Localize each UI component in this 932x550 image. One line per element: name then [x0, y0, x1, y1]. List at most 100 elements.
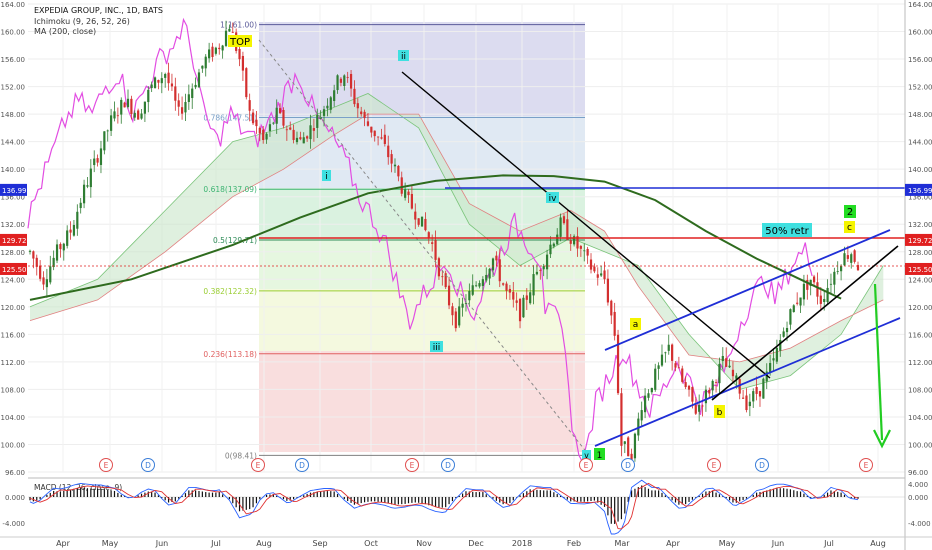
indicator-ma[interactable]: MA (200, close): [34, 27, 97, 36]
candle-body: [174, 86, 177, 101]
indicator-ichimoku[interactable]: Ichimoku (9, 26, 52, 26): [34, 16, 130, 26]
dividend-marker[interactable]: [755, 458, 769, 472]
earnings-marker[interactable]: [707, 458, 721, 472]
dividend-marker[interactable]: [441, 458, 455, 472]
candle-body: [573, 236, 576, 245]
candle-body: [471, 285, 474, 295]
label-c: c: [844, 221, 855, 233]
candle-body: [231, 31, 234, 33]
earnings-marker[interactable]: [251, 458, 265, 472]
candle-body: [393, 164, 397, 167]
svg-text:iii: iii: [433, 343, 441, 353]
candle-body: [657, 365, 660, 369]
candle-body: [488, 268, 491, 279]
x-tick-label: May: [102, 539, 119, 548]
candle-body: [143, 101, 147, 114]
candle-body: [417, 218, 420, 225]
candle-body: [346, 76, 349, 78]
candle-body: [160, 78, 163, 84]
candle-body: [360, 111, 363, 115]
candle-body: [498, 259, 501, 282]
dividend-marker[interactable]: [141, 458, 155, 472]
earnings-marker[interactable]: [859, 458, 873, 472]
candle-body: [191, 88, 194, 99]
candle-body: [806, 280, 809, 290]
symbol-title[interactable]: EXPEDIA GROUP, INC., 1D, BATS: [34, 6, 163, 15]
candle-body: [167, 72, 170, 84]
dividend-marker[interactable]: [621, 458, 635, 472]
price-axis[interactable]: 164.00 160.00 156.00 152.00 148.00 144.00 140.…: [904, 0, 932, 550]
candle-body: [721, 355, 724, 362]
candle-body: [333, 90, 336, 101]
candle-body: [630, 453, 633, 462]
fib-label: 0.236(113.18): [203, 350, 257, 359]
candle-body: [130, 98, 133, 115]
candle-body: [674, 363, 677, 368]
price-tag-left: [0, 233, 27, 246]
candle-body: [745, 395, 748, 411]
y-tick-label-left: 120.00: [1, 304, 26, 312]
candle-body: [755, 387, 758, 394]
candle-body: [265, 133, 268, 140]
candle-body: [502, 283, 505, 285]
candle-body: [454, 311, 457, 329]
y-tick-label-left: 124.00: [1, 276, 26, 284]
candle-body: [272, 122, 275, 124]
y-tick-label: 160.00: [908, 29, 932, 37]
candle-body: [687, 385, 691, 390]
candle-body: [194, 84, 197, 88]
candle-body: [28, 250, 32, 252]
candle-body: [326, 105, 329, 109]
candle-body: [802, 283, 806, 300]
candle-body: [353, 88, 356, 105]
candle-body: [725, 358, 728, 367]
span-a: [29, 93, 884, 390]
macd-title[interactable]: MACD (12, 26, close, 9): [34, 483, 122, 492]
y-tick-label-left: 156.00: [1, 56, 26, 64]
y-tick-label-left: 128.00: [1, 249, 26, 257]
x-tick-label: Aug: [870, 539, 886, 548]
macd-y-tick-left: -4.000: [2, 520, 25, 528]
candle-body: [49, 266, 52, 283]
candle-body: [458, 306, 461, 326]
label-i: i: [322, 170, 331, 182]
event-marker-label: E: [712, 461, 717, 470]
candle-body: [248, 100, 251, 111]
candle-body: [843, 253, 846, 266]
fib-label: 0(98.41): [225, 451, 257, 460]
candle-body: [552, 243, 555, 247]
svg-text:b: b: [717, 408, 723, 418]
label-1: 1: [594, 448, 605, 461]
uptrend-line: [711, 245, 899, 401]
y-tick-label: 108.00: [908, 386, 932, 394]
y-tick-label: 100.00: [908, 441, 932, 449]
candle-body: [559, 217, 562, 237]
candle-body: [691, 386, 694, 402]
candle-body: [468, 291, 471, 301]
candle-body: [586, 248, 589, 256]
y-tick-label: 132.00: [908, 221, 932, 229]
event-marker-label: D: [299, 461, 305, 470]
candle-body: [184, 101, 187, 113]
y-tick-label-left: 136.00: [1, 194, 26, 202]
candle-body: [789, 309, 792, 325]
y-tick-label: 136.00: [908, 194, 932, 202]
event-marker-label: D: [145, 461, 151, 470]
time-axis[interactable]: Apr May Jun Jul Aug Sep Oct Nov Dec 2018 Feb Mar Apr…: [0, 536, 932, 548]
candle-body: [762, 378, 765, 399]
signal-line: [29, 482, 859, 530]
candle-body: [431, 242, 434, 244]
candle-body: [478, 283, 481, 287]
candle-body: [76, 211, 79, 229]
candle-body: [390, 154, 393, 164]
x-tick-label: Apr: [666, 539, 681, 548]
fib-label: 0.786(147.51): [203, 113, 257, 122]
dividend-marker[interactable]: [295, 458, 309, 472]
earnings-marker[interactable]: [405, 458, 419, 472]
candle-body: [475, 285, 478, 287]
earnings-marker[interactable]: [579, 458, 593, 472]
earnings-marker[interactable]: [99, 458, 113, 472]
candle-body: [39, 265, 42, 279]
